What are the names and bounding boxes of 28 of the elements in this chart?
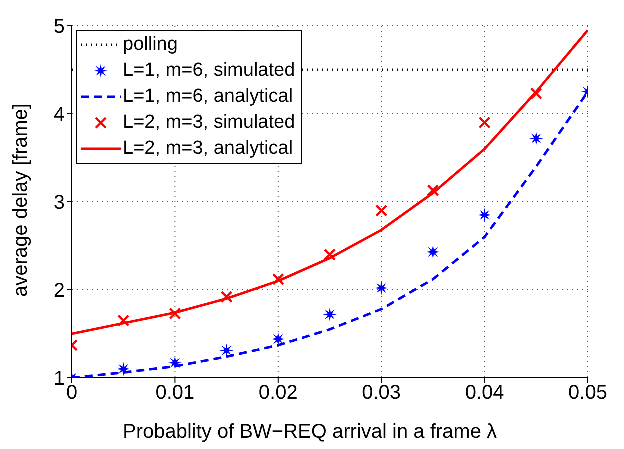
x-tick-label: 0 — [66, 382, 78, 404]
point — [426, 245, 440, 260]
point — [529, 132, 544, 146]
x-tick-label: 0.05 — [568, 382, 608, 404]
y-tick-label: 5 — [54, 16, 65, 38]
legend-label: L=2, m=3, simulated — [123, 111, 296, 135]
y-tick-label: 2 — [54, 280, 65, 302]
x-tick-label: 0.01 — [156, 382, 195, 404]
y-axis-title: average delay [frame] — [10, 104, 32, 297]
point — [168, 356, 182, 370]
point — [323, 308, 337, 322]
legend-label: polling — [123, 33, 178, 57]
legend-label: L=1, m=6, simulated — [123, 59, 296, 83]
legend-label: L=1, m=6, analytical — [123, 85, 294, 109]
point — [374, 281, 389, 296]
y-tick-label: 3 — [54, 192, 65, 214]
legend-label: L=2, m=3, analytical — [123, 137, 294, 161]
line-series — [72, 29, 588, 336]
y-tick-label: 1 — [54, 368, 65, 390]
point — [220, 344, 234, 358]
x-tick-label: 0.04 — [465, 382, 504, 404]
y-tick-label: 4 — [54, 104, 65, 126]
x-tick-label: 0.02 — [258, 382, 298, 404]
point — [116, 362, 131, 376]
x-axis-title: Probablity of BW−REQ arrival in a frame λ — [122, 421, 498, 443]
point — [478, 208, 492, 222]
point — [271, 332, 286, 346]
x-tick-label: 0.03 — [362, 382, 402, 404]
